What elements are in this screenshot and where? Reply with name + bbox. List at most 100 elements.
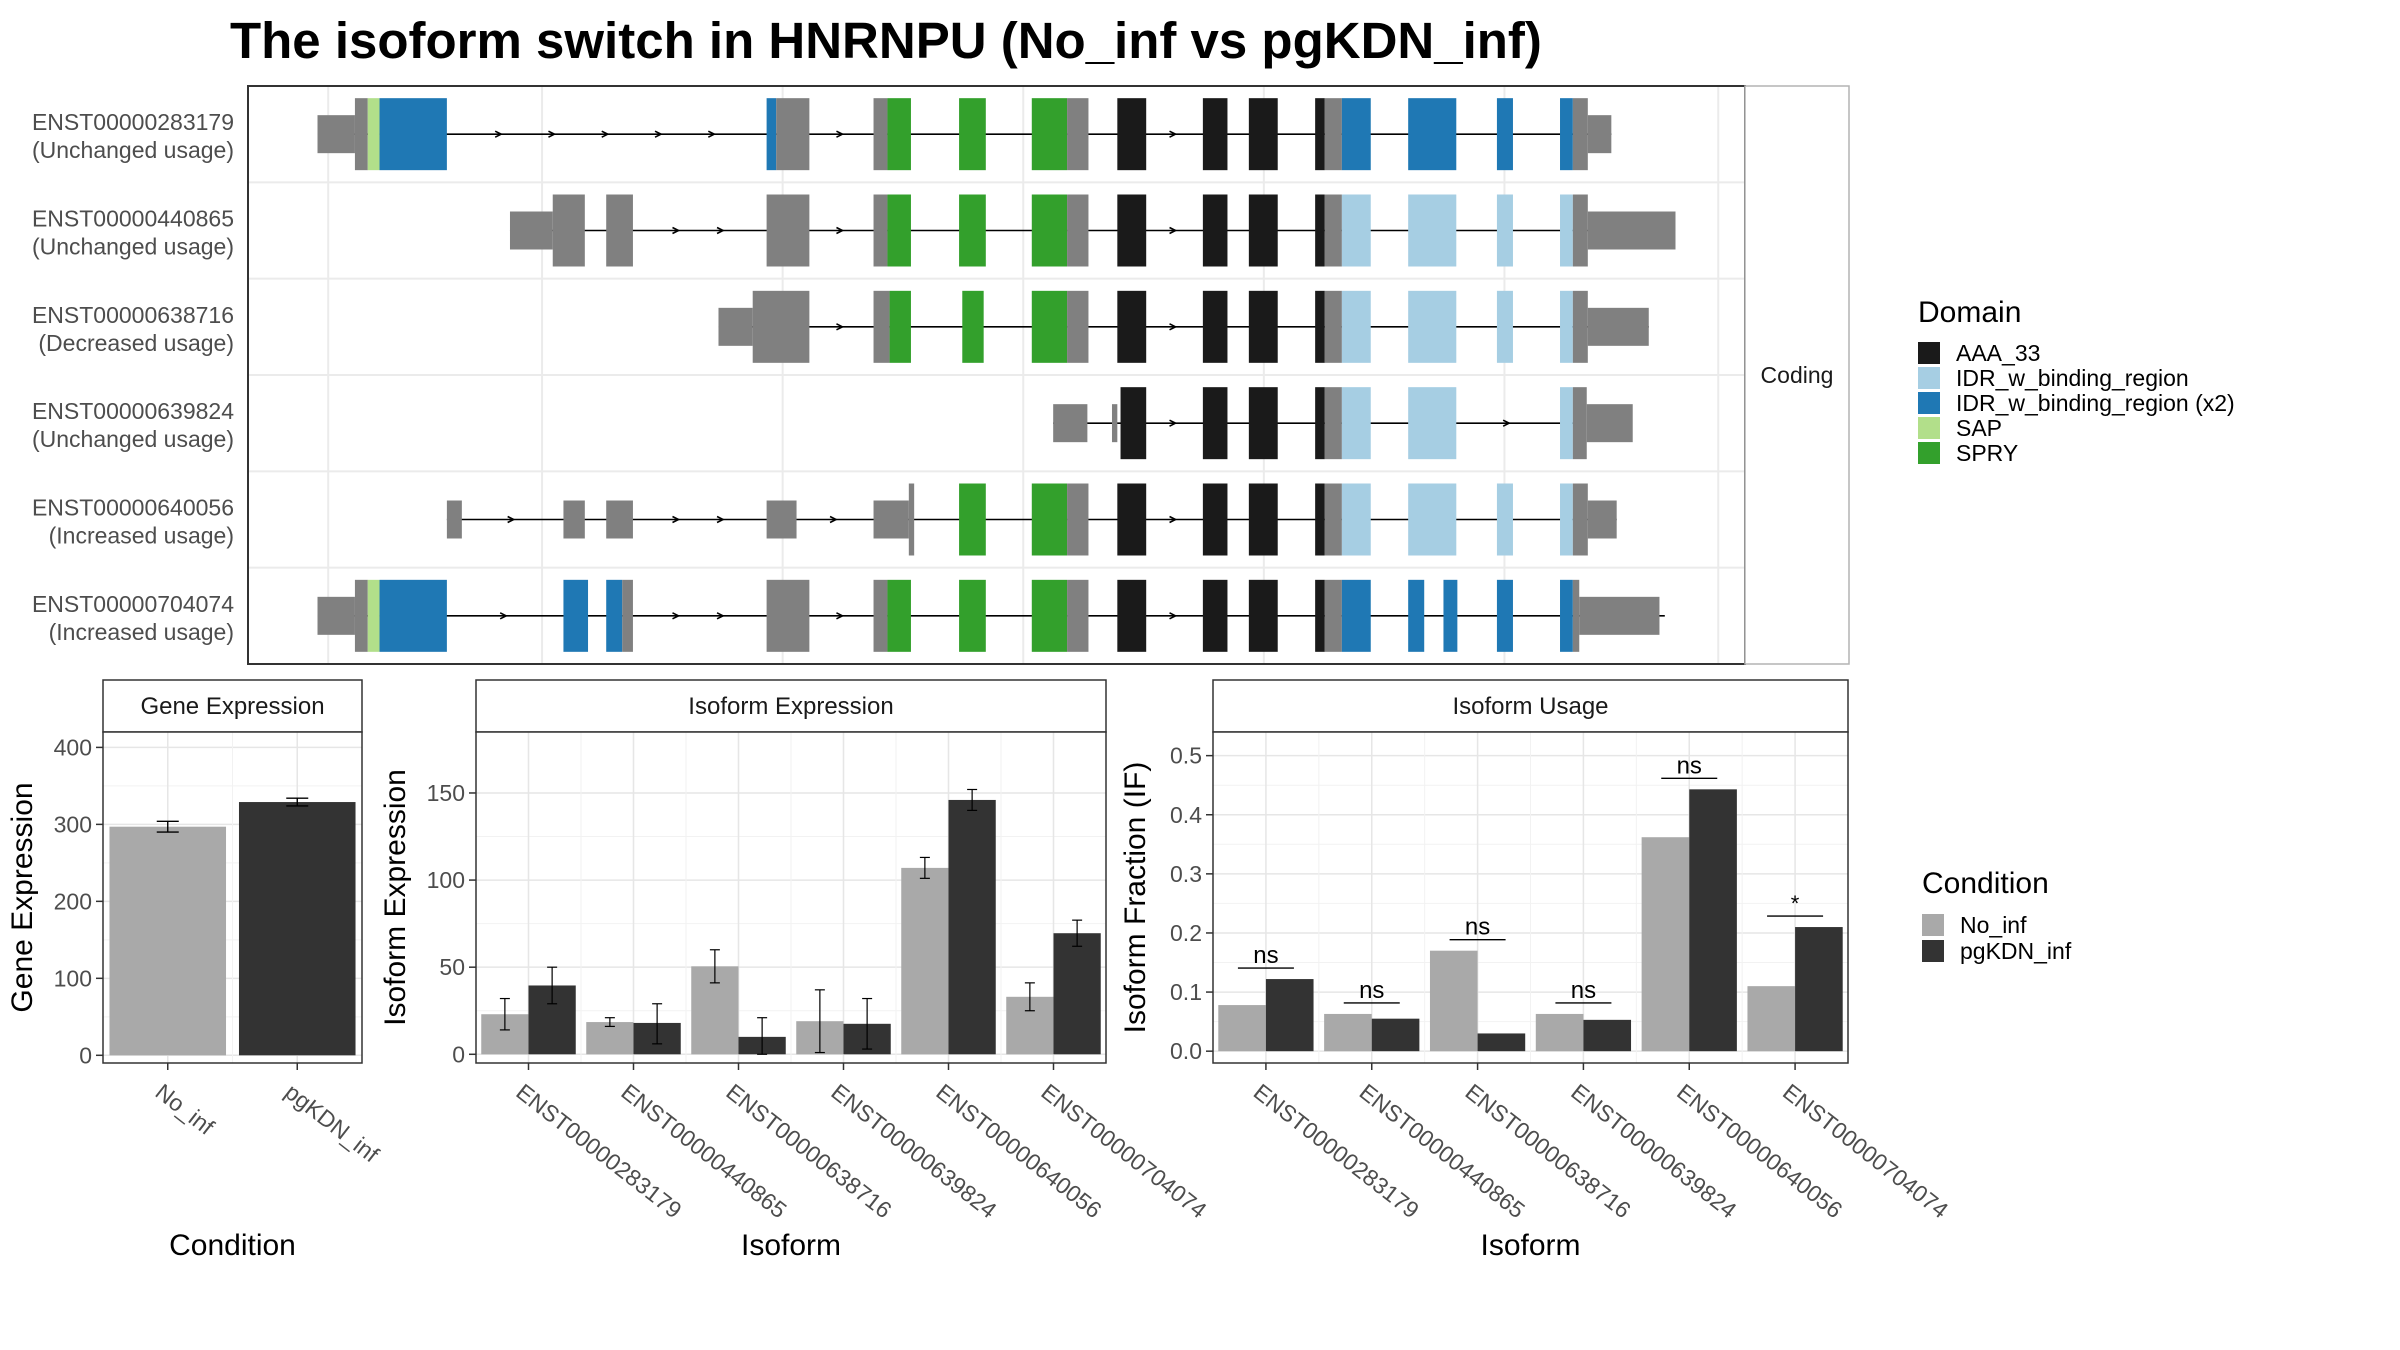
isoform-usage-label: (Increased usage) bbox=[49, 523, 234, 549]
y-tick-label: 100 bbox=[427, 867, 465, 893]
domain-block-spry bbox=[887, 579, 911, 652]
domain-block-spry bbox=[1031, 483, 1068, 556]
exon-block bbox=[766, 579, 810, 652]
isoform-id-label: ENST00000640056 bbox=[32, 495, 234, 521]
domain-block-aaa-33 bbox=[1202, 290, 1228, 363]
domain-block-idr-w-binding-region bbox=[1341, 194, 1371, 267]
exon-block bbox=[1324, 290, 1342, 363]
domain-block-idr-w-binding-region bbox=[1496, 483, 1513, 556]
exon-block bbox=[1324, 98, 1342, 171]
condition-legend-label: No_inf bbox=[1960, 912, 2027, 938]
bar-No_inf-ENST00000640056 bbox=[901, 867, 949, 1055]
isoform-id-label: ENST00000638716 bbox=[32, 302, 234, 328]
exon-block bbox=[1572, 194, 1588, 267]
y-tick-label: 0 bbox=[79, 1042, 92, 1068]
domain-legend-label: SPRY bbox=[1956, 440, 2018, 466]
bar-pgKDN_inf-ENST00000639824 bbox=[1583, 1019, 1632, 1052]
y-tick-label: 0.1 bbox=[1170, 979, 1202, 1005]
exon-block bbox=[446, 500, 462, 539]
domain-block-aaa-33 bbox=[1248, 98, 1278, 171]
exon-block bbox=[317, 596, 355, 635]
gene-expression-panel: Gene Expression 0 100 200 300 400 No_inf pgKDN_… bbox=[6, 679, 384, 1262]
exon-block bbox=[766, 194, 810, 267]
domain-legend: Domain AAA_33IDR_w_binding_regionIDR_w_bi… bbox=[1918, 296, 2235, 466]
exon-block bbox=[1587, 500, 1617, 539]
intron-arrow bbox=[836, 612, 845, 620]
intron-arrow bbox=[1169, 419, 1178, 427]
intron-arrow bbox=[716, 515, 725, 524]
intron-arrow bbox=[1169, 612, 1178, 620]
isoform-track-ENST00000704074 bbox=[317, 579, 1665, 652]
exon-block bbox=[1572, 387, 1587, 460]
domain-block-aaa-33 bbox=[1117, 483, 1147, 556]
domain-block-idr-w-binding-region-x2- bbox=[1408, 579, 1425, 652]
domain-block-sap bbox=[367, 579, 380, 652]
domain-block-idr-w-binding-region-x2- bbox=[563, 579, 589, 652]
domain-block-aaa-33 bbox=[1248, 194, 1278, 267]
y-axis-title: Isoform Fraction (IF) bbox=[1119, 762, 1152, 1034]
domain-block-spry bbox=[959, 483, 986, 556]
significance-label: ns bbox=[1359, 977, 1384, 1004]
domain-block-spry bbox=[887, 98, 911, 171]
intron-arrow bbox=[672, 515, 681, 524]
significance-label: ns bbox=[1677, 752, 1702, 779]
panel-border bbox=[1212, 731, 1849, 1064]
figure-title: The isoform switch in HNRNPU (No_inf vs … bbox=[230, 12, 1542, 69]
y-axis-title: Isoform Expression bbox=[379, 769, 412, 1026]
isoform-usage-panel: Isoform Usage ns ns ns ns ns * 0.0 0.1 0.2 0.3 0.4 0… bbox=[1119, 679, 1953, 1262]
significance-label: ns bbox=[1253, 942, 1278, 969]
intron-arrow bbox=[499, 612, 508, 620]
domain-block-idr-w-binding-region-x2- bbox=[379, 98, 447, 171]
panel-strip bbox=[102, 679, 363, 733]
exon-block bbox=[1572, 290, 1588, 363]
exon-block bbox=[776, 98, 810, 171]
exon-block bbox=[1579, 596, 1660, 635]
intron-arrow bbox=[836, 323, 845, 331]
intron-arrow bbox=[601, 130, 610, 138]
exon-block bbox=[606, 500, 633, 539]
isoform-id-label: ENST00000283179 bbox=[32, 109, 234, 135]
bar-No_inf-ENST00000638716 bbox=[1429, 950, 1478, 1052]
domain-block-spry bbox=[1031, 194, 1068, 267]
domain-block-idr-w-binding-region bbox=[1560, 290, 1573, 363]
exon-block bbox=[1572, 483, 1588, 556]
domain-block-aaa-33 bbox=[1117, 98, 1147, 171]
exon-block bbox=[552, 194, 585, 267]
bar-pgKDN_inf-ENST00000640056 bbox=[1689, 789, 1737, 1052]
x-tick-label: No_inf bbox=[151, 1078, 220, 1140]
domain-block-idr-w-binding-region bbox=[1560, 194, 1573, 267]
exon-block bbox=[1067, 483, 1089, 556]
exon-block bbox=[1324, 194, 1342, 267]
domain-block-spry bbox=[959, 579, 986, 652]
intron-arrow bbox=[716, 226, 725, 235]
isoform-usage-label: (Unchanged usage) bbox=[32, 234, 234, 260]
isoform-usage-label: (Decreased usage) bbox=[38, 330, 234, 356]
domain-block-spry bbox=[1031, 579, 1068, 652]
y-tick-label: 0.5 bbox=[1170, 743, 1202, 769]
domain-block-idr-w-binding-region bbox=[1496, 290, 1513, 363]
isoform-track-ENST00000440865 bbox=[509, 194, 1676, 267]
significance-label: ns bbox=[1465, 914, 1490, 941]
intron-arrow bbox=[494, 130, 503, 138]
intron-arrow bbox=[507, 515, 516, 524]
intron-arrow bbox=[548, 130, 557, 138]
panel-strip-title: Gene Expression bbox=[140, 693, 324, 720]
intron-arrow bbox=[836, 226, 845, 235]
domain-block-idr-w-binding-region bbox=[1408, 387, 1457, 460]
intron-arrow bbox=[654, 130, 663, 138]
domain-block-idr-w-binding-region-x2- bbox=[606, 579, 623, 652]
y-tick-label: 100 bbox=[54, 965, 92, 991]
domain-block-idr-w-binding-region-x2- bbox=[1496, 579, 1513, 652]
domain-block-aaa-33 bbox=[1248, 483, 1278, 556]
exon-block bbox=[317, 115, 355, 154]
exon-block bbox=[1324, 483, 1342, 556]
domain-block-idr-w-binding-region-x2- bbox=[1341, 98, 1371, 171]
exon-block bbox=[622, 579, 633, 652]
x-tick-label: pgKDN_inf bbox=[280, 1078, 384, 1167]
panel-strip-title: Isoform Expression bbox=[688, 693, 893, 720]
exon-block bbox=[873, 98, 888, 171]
bar-No_inf-ENST00000639824 bbox=[1535, 1013, 1584, 1052]
isoform-track-ENST00000639824 bbox=[1053, 387, 1633, 460]
exon-block bbox=[1587, 211, 1676, 250]
domain-block-idr-w-binding-region bbox=[1408, 483, 1457, 556]
